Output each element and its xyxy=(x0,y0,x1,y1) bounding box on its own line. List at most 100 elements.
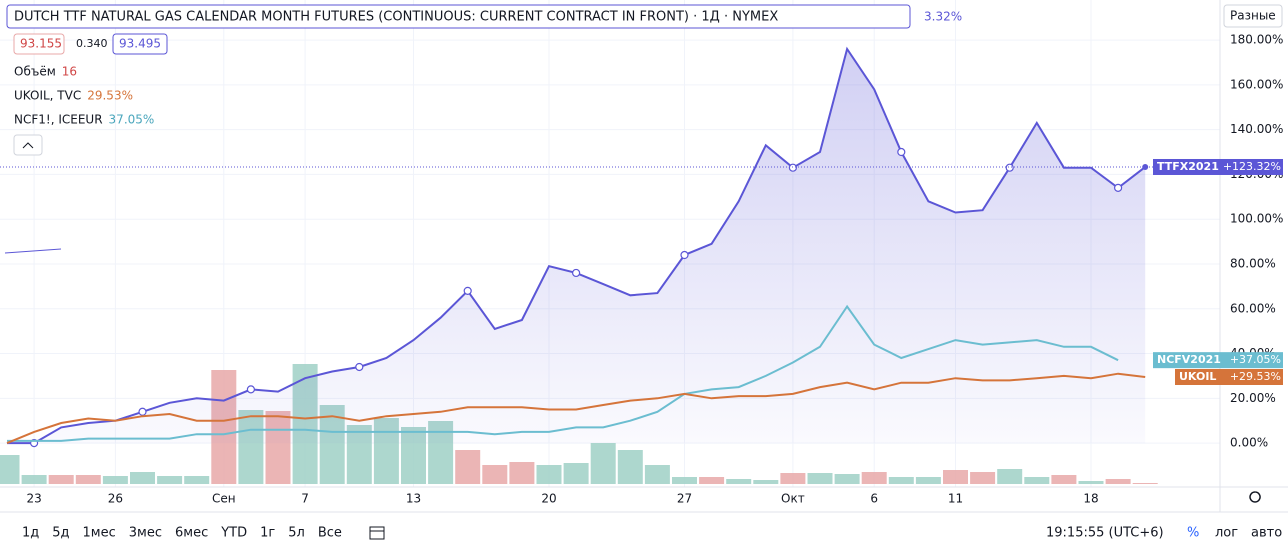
volume-bar xyxy=(753,480,779,484)
volume-bar xyxy=(509,462,535,484)
legend-value: 37.05% xyxy=(109,113,155,127)
volume-bar xyxy=(563,463,589,484)
volume-bar xyxy=(75,475,101,484)
badge-value: +123.32% xyxy=(1223,160,1281,173)
volume-bar xyxy=(915,477,941,484)
collapse-button[interactable] xyxy=(13,134,43,156)
point-marker xyxy=(138,407,147,416)
volume-bar xyxy=(157,476,183,484)
y-tick-label: 160.00% xyxy=(1230,77,1283,91)
volume-bar xyxy=(888,477,914,484)
quote-change: 0.340 xyxy=(76,37,108,50)
volume-bar xyxy=(48,475,74,484)
y-tick-label: 20.00% xyxy=(1230,391,1276,405)
volume-bar xyxy=(672,477,697,484)
y-tick-label: 60.00% xyxy=(1230,301,1276,315)
area xyxy=(7,49,1146,444)
collapse-icon xyxy=(22,142,34,149)
x-tick-label: Сен xyxy=(212,492,236,506)
badge-name: TTFX2021 xyxy=(1157,160,1219,173)
scale-option[interactable]: лог xyxy=(1215,526,1238,541)
volume-bar xyxy=(834,474,860,484)
point-marker xyxy=(1113,183,1123,192)
quote-box xyxy=(112,33,168,55)
point-marker xyxy=(355,362,364,372)
volume-bar xyxy=(1105,479,1131,484)
toolbar-button[interactable]: 1д xyxy=(22,526,39,541)
quote-close: 93.495 xyxy=(119,37,161,51)
legend-label: NCF1!, ICEEUR xyxy=(14,113,103,127)
badge-bg xyxy=(1153,352,1283,369)
volume-bar xyxy=(130,472,155,484)
volume-bar xyxy=(1132,483,1158,484)
toolbar-button[interactable]: 5д xyxy=(52,526,69,541)
quote-box xyxy=(13,33,65,55)
toolbar-button[interactable]: YTD xyxy=(220,526,247,541)
drawing xyxy=(4,248,62,254)
last-point xyxy=(1142,163,1149,170)
point-marker xyxy=(680,250,689,260)
volume-bar xyxy=(102,476,128,484)
title-overflow: 3.32% xyxy=(924,10,962,24)
date-range-icon[interactable] xyxy=(369,526,385,540)
volume-bar xyxy=(1024,477,1050,484)
volume-bar xyxy=(482,465,508,484)
x-tick-label: 7 xyxy=(301,492,309,506)
badge-bg xyxy=(1175,368,1283,385)
x-tick-label: 27 xyxy=(677,492,692,506)
toolbar-button[interactable]: 1мес xyxy=(83,526,116,541)
volume-bar xyxy=(184,476,210,484)
scale-button[interactable] xyxy=(1223,4,1283,28)
y-tick-label: 80.00% xyxy=(1230,256,1276,270)
scale-button-label[interactable]: Разные xyxy=(1230,9,1276,23)
point-marker xyxy=(1005,163,1014,172)
toolbar-button[interactable]: Все xyxy=(318,526,342,541)
volume-bar xyxy=(617,450,643,484)
y-tick-label: 0.00% xyxy=(1230,436,1268,450)
x-tick-label: 11 xyxy=(948,492,963,506)
volume-bar xyxy=(970,472,996,484)
series-line xyxy=(7,304,1119,442)
badge-name: UKOIL xyxy=(1179,370,1216,383)
toolbar-button[interactable]: 1г xyxy=(260,526,275,541)
x-tick-label: 18 xyxy=(1083,492,1098,506)
volume-bar xyxy=(699,477,725,484)
settings-icon[interactable] xyxy=(1249,491,1261,503)
volume-bar xyxy=(644,465,670,484)
toolbar-button[interactable]: 6мес xyxy=(175,526,208,541)
legend-label: Объём xyxy=(14,65,56,79)
scale-option[interactable]: % xyxy=(1187,526,1199,541)
volume-bar xyxy=(997,469,1023,484)
point-marker xyxy=(571,268,581,278)
point-marker xyxy=(788,163,798,172)
volume-bar xyxy=(536,465,562,484)
badge-name: NCFV2021 xyxy=(1157,353,1221,366)
toolbar-button[interactable]: 3мес xyxy=(129,526,162,541)
x-tick-label: Окт xyxy=(781,492,805,506)
point-marker xyxy=(246,385,255,394)
volume-bar xyxy=(861,472,887,484)
toolbar-button[interactable]: 5л xyxy=(288,526,305,541)
volume-bar xyxy=(1078,481,1104,484)
volume-bar xyxy=(807,473,833,484)
legend-value: 16 xyxy=(62,65,77,79)
y-tick-label: 100.00% xyxy=(1230,212,1283,226)
volume-bar xyxy=(455,450,481,484)
series-line xyxy=(6,372,1146,445)
clock: 19:15:55 (UTC+6) xyxy=(1046,526,1164,541)
quote-open: 93.155 xyxy=(20,37,62,51)
x-tick-label: 26 xyxy=(108,492,123,506)
volume-bar xyxy=(590,443,616,484)
volume-bar xyxy=(1051,475,1077,484)
x-tick-label: 13 xyxy=(406,492,421,506)
legend-value: 29.53% xyxy=(87,89,133,103)
legend-label: UKOIL, TVC xyxy=(14,89,81,103)
volume-bar xyxy=(726,479,752,484)
scale-option[interactable]: авто xyxy=(1251,526,1282,541)
x-tick-label: 23 xyxy=(26,492,41,506)
badge-value: +37.05% xyxy=(1230,353,1281,366)
x-tick-label: 6 xyxy=(870,492,878,506)
volume-bar xyxy=(21,475,47,484)
volume-bar xyxy=(780,473,806,484)
